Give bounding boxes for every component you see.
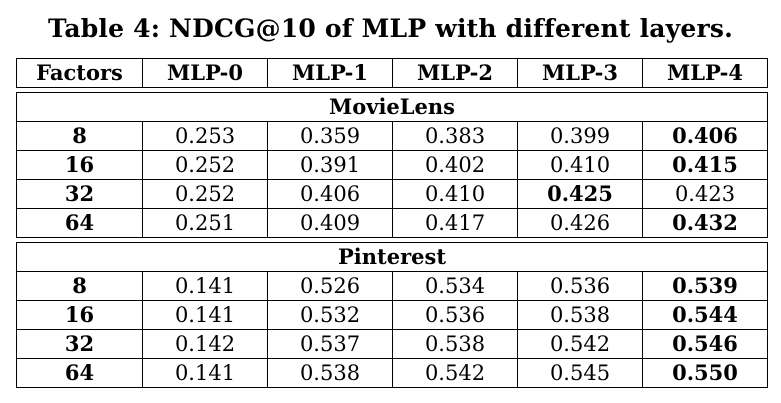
header-mlp-0: MLP-0 xyxy=(142,58,268,88)
factor-cell: 16 xyxy=(16,300,143,330)
value-cell: 0.542 xyxy=(517,329,643,359)
header-mlp-1: MLP-1 xyxy=(267,58,393,88)
results-table: Factors MLP-0 MLP-1 MLP-2 MLP-3 MLP-4 Mo… xyxy=(16,58,768,388)
factor-cell: 32 xyxy=(16,329,143,359)
factor-cell: 16 xyxy=(16,150,143,180)
table-row: 16 0.141 0.532 0.536 0.538 0.544 xyxy=(16,300,768,330)
header-row: Factors MLP-0 MLP-1 MLP-2 MLP-3 MLP-4 xyxy=(16,58,768,88)
value-cell: 0.142 xyxy=(142,329,268,359)
value-cell: 0.538 xyxy=(392,329,518,359)
value-cell: 0.536 xyxy=(517,271,643,301)
best-value-cell: 0.425 xyxy=(517,179,643,209)
section-title: MovieLens xyxy=(16,92,768,122)
best-value-cell: 0.544 xyxy=(642,300,768,330)
value-cell: 0.538 xyxy=(517,300,643,330)
value-cell: 0.537 xyxy=(267,329,393,359)
value-cell: 0.542 xyxy=(392,358,518,388)
value-cell: 0.532 xyxy=(267,300,393,330)
value-cell: 0.141 xyxy=(142,271,268,301)
table-row: 64 0.141 0.538 0.542 0.545 0.550 xyxy=(16,358,768,388)
value-cell: 0.383 xyxy=(392,121,518,151)
best-value-cell: 0.415 xyxy=(642,150,768,180)
value-cell: 0.141 xyxy=(142,358,268,388)
value-cell: 0.536 xyxy=(392,300,518,330)
value-cell: 0.251 xyxy=(142,208,268,238)
table-row: 32 0.252 0.406 0.410 0.425 0.423 xyxy=(16,179,768,209)
value-cell: 0.545 xyxy=(517,358,643,388)
value-cell: 0.141 xyxy=(142,300,268,330)
value-cell: 0.252 xyxy=(142,179,268,209)
table-row: 8 0.253 0.359 0.383 0.399 0.406 xyxy=(16,121,768,151)
value-cell: 0.423 xyxy=(642,179,768,209)
section-row: MovieLens xyxy=(16,92,768,122)
section-title: Pinterest xyxy=(16,242,768,272)
best-value-cell: 0.550 xyxy=(642,358,768,388)
header-mlp-4: MLP-4 xyxy=(642,58,768,88)
factor-cell: 8 xyxy=(16,121,143,151)
value-cell: 0.417 xyxy=(392,208,518,238)
section-row: Pinterest xyxy=(16,242,768,272)
table-row: 16 0.252 0.391 0.402 0.410 0.415 xyxy=(16,150,768,180)
best-value-cell: 0.546 xyxy=(642,329,768,359)
value-cell: 0.359 xyxy=(267,121,393,151)
value-cell: 0.410 xyxy=(392,179,518,209)
factor-cell: 64 xyxy=(16,208,143,238)
value-cell: 0.399 xyxy=(517,121,643,151)
table-caption: Table 4: NDCG@10 of MLP with different l… xyxy=(47,14,734,43)
factor-cell: 64 xyxy=(16,358,143,388)
value-cell: 0.426 xyxy=(517,208,643,238)
best-value-cell: 0.406 xyxy=(642,121,768,151)
factor-cell: 8 xyxy=(16,271,143,301)
value-cell: 0.406 xyxy=(267,179,393,209)
value-cell: 0.538 xyxy=(267,358,393,388)
table-row: 32 0.142 0.537 0.538 0.542 0.546 xyxy=(16,329,768,359)
header-mlp-2: MLP-2 xyxy=(392,58,518,88)
value-cell: 0.253 xyxy=(142,121,268,151)
value-cell: 0.534 xyxy=(392,271,518,301)
value-cell: 0.409 xyxy=(267,208,393,238)
best-value-cell: 0.539 xyxy=(642,271,768,301)
value-cell: 0.526 xyxy=(267,271,393,301)
value-cell: 0.402 xyxy=(392,150,518,180)
value-cell: 0.410 xyxy=(517,150,643,180)
best-value-cell: 0.432 xyxy=(642,208,768,238)
header-mlp-3: MLP-3 xyxy=(517,58,643,88)
header-factors: Factors xyxy=(16,58,143,88)
table-row: 64 0.251 0.409 0.417 0.426 0.432 xyxy=(16,208,768,238)
factor-cell: 32 xyxy=(16,179,143,209)
table-row: 8 0.141 0.526 0.534 0.536 0.539 xyxy=(16,271,768,301)
value-cell: 0.391 xyxy=(267,150,393,180)
value-cell: 0.252 xyxy=(142,150,268,180)
